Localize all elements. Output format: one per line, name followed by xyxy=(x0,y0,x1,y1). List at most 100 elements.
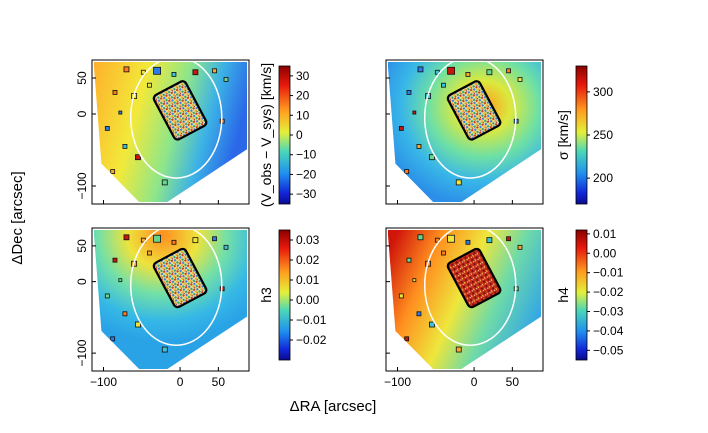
tracer-point xyxy=(192,69,199,76)
tracer-point xyxy=(416,311,422,317)
tracer-point xyxy=(447,66,455,75)
colorbar-tick-label: 30 xyxy=(296,69,310,83)
tracer-point xyxy=(404,336,410,342)
tracer-point xyxy=(212,68,217,74)
colorbar-tick-label: −0.04 xyxy=(593,324,624,338)
colorbar-label: h4 xyxy=(555,287,571,303)
tracer-point xyxy=(135,154,141,161)
tracer-point xyxy=(506,236,511,242)
colorbar-tick-label: −0.05 xyxy=(593,343,624,357)
tracer-point xyxy=(171,239,177,245)
tracer-point xyxy=(110,336,116,342)
colorbar-tick-label: 200 xyxy=(593,171,613,185)
colorbar-tick-label: 0.01 xyxy=(296,273,320,287)
colorbar-tick-label: 0 xyxy=(296,128,303,142)
x-tick-label: 50 xyxy=(506,375,520,389)
tracer-point xyxy=(447,234,455,243)
colorbar-tick-label: −20 xyxy=(296,167,317,181)
tracer-point xyxy=(147,82,152,88)
x-tick-label: 0 xyxy=(177,375,184,389)
colorbar xyxy=(575,65,588,205)
ifu-mosaic xyxy=(446,80,502,141)
effective-radius-ellipse xyxy=(423,62,517,179)
panel-frame xyxy=(385,227,544,372)
y-tick-label: −100 xyxy=(75,339,89,366)
tracer-point xyxy=(398,293,404,299)
effective-radius-ellipse xyxy=(129,62,223,179)
tracer-point xyxy=(398,126,404,131)
tracer-point xyxy=(122,143,128,149)
effective-radius-ellipse xyxy=(423,230,517,347)
tracer-point xyxy=(118,278,123,283)
y-axis-label: ΔDec [arcsec] xyxy=(9,171,26,264)
tracer-point xyxy=(506,68,511,74)
tracer-point xyxy=(135,321,141,328)
x-tick-label: 50 xyxy=(212,375,226,389)
tracer-point xyxy=(122,311,128,317)
x-tick-label: −100 xyxy=(384,375,411,389)
effective-radius-ellipse xyxy=(129,230,223,347)
colorbar-tick-label: −0.01 xyxy=(593,266,624,280)
panels-layer: 50 0 −100 30 20 10 0 −10 −20 −30 (V_obs − V_sys) [… xyxy=(75,59,624,389)
colorbar-tick-label: −0.03 xyxy=(593,304,624,318)
colorbar-tick-label: −0.02 xyxy=(296,333,327,347)
tracer-point xyxy=(153,66,161,75)
y-tick-label: 0 xyxy=(75,110,89,117)
y-tick-label: 0 xyxy=(75,278,89,285)
tracer-point xyxy=(455,179,462,186)
colorbar-tick-label: 0.00 xyxy=(296,293,320,307)
x-tick-label: 0 xyxy=(471,375,478,389)
tracer-point xyxy=(455,346,462,353)
tracer-point xyxy=(406,90,412,95)
colorbar-tick-label: 0.01 xyxy=(593,227,617,241)
x-axis-label: ΔRA [arcsec] xyxy=(290,398,377,415)
colorbar-tick-label: 0.03 xyxy=(296,233,320,247)
tracer-point xyxy=(404,169,410,175)
tracer-point xyxy=(171,72,177,77)
colorbar-label: h3 xyxy=(258,287,274,303)
tracer-point xyxy=(212,236,217,242)
tracer-point xyxy=(429,154,435,161)
tracer-point xyxy=(441,250,446,256)
y-tick-label: 50 xyxy=(75,71,89,85)
y-tick-label: 50 xyxy=(75,239,89,253)
panel-frame xyxy=(91,227,250,372)
map-field xyxy=(388,62,541,202)
colorbar-tick-label: 0.00 xyxy=(593,246,617,260)
tracer-point xyxy=(123,66,130,73)
tracer-point xyxy=(112,257,118,263)
map-field xyxy=(94,230,247,369)
map-field xyxy=(94,62,247,202)
colorbar-tick-label: 0.02 xyxy=(296,253,320,267)
tracer-point xyxy=(192,237,199,244)
colorbar xyxy=(575,229,588,361)
tracer-point xyxy=(412,110,417,115)
tracer-point xyxy=(153,234,161,243)
colorbar-tick-label: −0.02 xyxy=(593,285,624,299)
ifu-mosaic xyxy=(152,80,208,141)
colorbar-label: (V_obs − V_sys) [km/s] xyxy=(258,63,274,207)
tracer-point xyxy=(147,250,152,256)
tracer-point xyxy=(416,143,422,149)
map-panel-velocity: 50 0 −100 30 20 10 0 −10 −20 −30 (V_obs − V_sys) [… xyxy=(75,59,317,207)
map-panel-h4: −100 0 50 0.01 0.00 −0.01 −0.02 −0.03 −0.04 −0.05… xyxy=(384,227,624,389)
colorbar-tick-label: 10 xyxy=(296,108,310,122)
tracer-point xyxy=(223,244,229,250)
y-tick-label: −100 xyxy=(75,172,89,199)
tracer-point xyxy=(112,90,118,95)
tracer-point xyxy=(104,126,110,131)
tracer-point xyxy=(123,234,130,241)
tracer-point xyxy=(417,66,424,73)
colorbar-tick-label: 300 xyxy=(593,85,613,99)
colorbar-tick-label: −10 xyxy=(296,148,317,162)
colorbar-tick-label: −0.01 xyxy=(296,313,327,327)
map-panel-h3: 50 0 −100−100 0 50 0.03 0.02 0.01 0.00 −0.01 −0.02… xyxy=(75,227,327,389)
colorbar-tick-label: 20 xyxy=(296,89,310,103)
tracer-point xyxy=(406,257,412,263)
tracer-point xyxy=(161,179,168,186)
panel-frame xyxy=(91,59,250,205)
map-field xyxy=(388,230,541,369)
tracer-point xyxy=(223,77,229,82)
colorbar xyxy=(278,65,291,205)
ifu-mosaic xyxy=(152,247,208,309)
